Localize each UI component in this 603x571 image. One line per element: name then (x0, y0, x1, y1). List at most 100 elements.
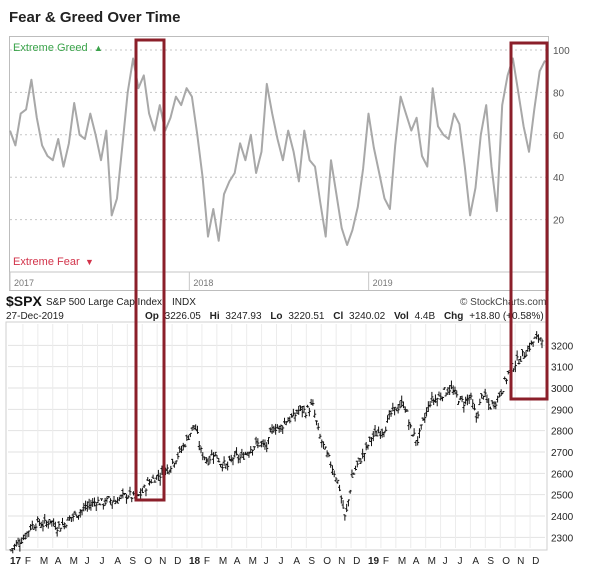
spx-ohlc-bar (158, 472, 162, 486)
spx-ohlc-bar (345, 503, 349, 513)
fg-year-label: 2018 (193, 278, 213, 288)
spx-ohlc-bar (325, 450, 329, 458)
spx-ohlc-bar (311, 399, 315, 406)
spx-x-tick-label: O (144, 556, 152, 567)
highlight-box-2019 (509, 41, 549, 401)
spx-ohlc-bar (235, 447, 239, 456)
spx-x-tick-label: 17 (10, 556, 22, 567)
spx-ohlc-bar (277, 425, 281, 433)
spx-ohlc-bar (211, 452, 215, 464)
spx-ohlc-bar (192, 425, 196, 431)
spx-ohlc-bar (208, 455, 212, 464)
spx-y-tick-label: 2700 (551, 448, 574, 459)
spx-ohlc-bar (165, 464, 169, 475)
spx-ohlc-bar (231, 457, 235, 466)
spx-ohlc-bar (341, 500, 345, 509)
spx-ohlc-bar (94, 502, 98, 512)
spx-ohlc-bar (174, 460, 178, 465)
spx-ohlc-bar (233, 451, 237, 458)
spx-ohlc-bar (116, 497, 120, 504)
spx-x-tick-label: A (55, 556, 62, 567)
fear-arrow-down-icon: ▼ (85, 257, 94, 267)
spx-ohlc-bar (478, 398, 482, 406)
spx-ohlc-bar (366, 444, 370, 450)
spx-ohlc-bar (346, 499, 350, 507)
spx-ohlc-bar (245, 451, 249, 456)
spx-ohlc-bar (323, 446, 327, 450)
spx-ohlc-bar (9, 549, 13, 552)
spx-ohlc-bar (538, 337, 542, 342)
fear-greed-line (9, 57, 546, 246)
spx-ohlc-bar (55, 526, 59, 537)
spx-ohlc-bar (21, 534, 25, 541)
spx-x-tick-label: M (249, 556, 257, 567)
spx-ohlc-bar (330, 465, 334, 475)
spx-ohlc-bar (48, 519, 52, 525)
spx-ohlc-bar (204, 457, 208, 464)
spx-ohlc-bar (219, 463, 223, 468)
spx-ohlc-bar (469, 392, 473, 400)
spx-ohlc-bar (290, 413, 294, 418)
spx-ohlc-bar (371, 431, 375, 442)
page-title: Fear & Greed Over Time (9, 9, 181, 26)
spx-ohlc-bar (156, 469, 160, 481)
spx-ohlc-bar (92, 497, 96, 507)
chg-value: +18.80 (+0.58%) (469, 311, 544, 322)
spx-date: 27-Dec-2019 (6, 311, 64, 322)
spx-ohlc-bar (423, 412, 427, 423)
spx-ohlc-bar (300, 406, 304, 418)
spx-ohlc-bar (169, 465, 173, 473)
spx-ohlc-bar (336, 479, 340, 484)
fg-y-tick-label: 20 (553, 216, 565, 227)
spx-ohlc-bar (464, 396, 468, 405)
spx-ohlc-bar (20, 537, 24, 544)
spx-ohlc-bar (437, 391, 441, 397)
spx-ohlc-bar (476, 411, 480, 419)
spx-ohlc-bar (419, 424, 423, 430)
spx-ohlc-bar (433, 394, 437, 403)
spx-ohlc-bar (112, 495, 116, 502)
spx-ohlc-bar (176, 452, 180, 460)
spx-ohlc-bar (259, 441, 263, 448)
spx-ohlc-bar (540, 338, 544, 349)
spx-ohlc-bar (409, 423, 413, 429)
spx-ohlc-bar (441, 396, 445, 402)
spx-ohlc-bar (43, 513, 47, 524)
spx-y-tick-label: 2500 (551, 491, 574, 502)
spx-ohlc-bar (453, 386, 457, 395)
fg-year-label: 2019 (373, 278, 393, 288)
spx-x-tick-label: N (338, 556, 345, 567)
spx-ohlc-bar (513, 360, 517, 373)
spx-ohlc-bar (199, 446, 203, 454)
spx-x-tick-label: S (487, 556, 494, 567)
spx-ohlc-bar (279, 424, 283, 433)
spx-ohlc-bar (425, 407, 429, 417)
spx-ohlc-bar (66, 516, 70, 521)
spx-ohlc-bar (263, 439, 267, 450)
spx-ohlc-bar (75, 514, 79, 518)
spx-ohlc-bar (29, 524, 33, 531)
spx-ohlc-bar (432, 398, 436, 406)
spx-ohlc-bar (307, 407, 311, 417)
spx-y-tick-label: 2400 (551, 512, 574, 523)
spx-x-tick-label: F (204, 556, 210, 567)
fg-y-tick-label: 80 (553, 88, 565, 99)
spx-ohlc-bar (492, 401, 496, 409)
spx-ohlc-bar (448, 384, 452, 396)
spx-y-tick-label: 3200 (551, 341, 574, 352)
spx-x-tick-label: O (502, 556, 510, 567)
spx-ohlc-bar (391, 402, 395, 412)
spx-x-tick-label: D (353, 556, 360, 567)
spx-ohlc-bar (504, 378, 508, 385)
spx-ohlc-bar (101, 503, 105, 510)
spx-ohlc-bar (449, 380, 453, 390)
spx-ohlc-bar (370, 437, 374, 447)
fg-year-labels: 2017 2018 2019 (14, 278, 393, 288)
spx-ohlc-bar (426, 401, 430, 412)
spx-ohlc-bar (139, 488, 143, 500)
fg-year-label: 2017 (14, 278, 34, 288)
spx-ohlc-bar (444, 392, 448, 397)
spx-ohlc-bar (243, 451, 247, 455)
spx-ohlc-bar (405, 409, 409, 412)
spx-ohlc-bar (519, 355, 523, 362)
